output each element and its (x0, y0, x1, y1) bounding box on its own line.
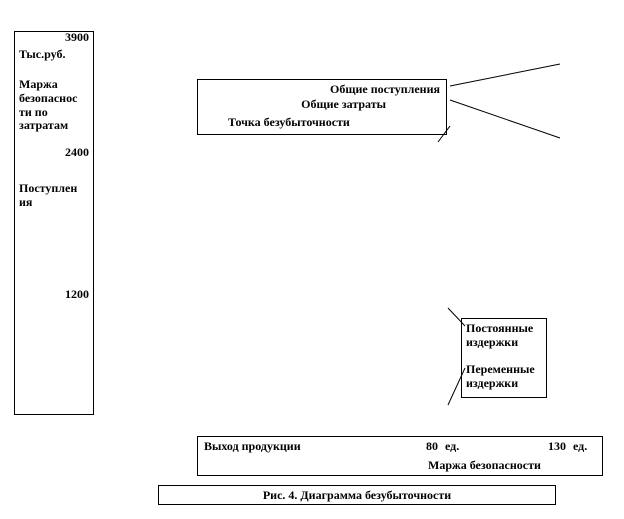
costs-box: Постоянные издержки Переменные издержки (461, 318, 547, 398)
legend-total-costs: Общие затраты (301, 98, 386, 112)
legend-total-revenue: Общие поступления (330, 83, 440, 97)
x-80: 80 (426, 440, 438, 454)
bottom-axis-box: Выход продукции 80 ед. 130 ед. Маржа без… (197, 436, 603, 476)
fixed-costs-label: Постоянные издержки (466, 322, 533, 350)
x-130: 130 (548, 440, 566, 454)
legend-break-even: Точка безубыточности (228, 116, 350, 130)
margin-safety-label: Маржа безопасности (428, 459, 541, 473)
conn-revenue (450, 64, 560, 86)
inflow-label: Поступлен ия (19, 182, 77, 210)
left-axis-box: 3900 Тыс.руб. Маржа безопаснос ти по зат… (14, 31, 94, 415)
val-2400: 2400 (65, 146, 89, 160)
x-80-unit: ед. (445, 440, 459, 454)
margin-cost-label: Маржа безопаснос ти по затратам (19, 78, 77, 133)
figure-caption: Рис. 4. Диаграмма безубыточности (158, 485, 556, 505)
variable-costs-label: Переменные издержки (466, 363, 535, 391)
output-label: Выход продукции (204, 440, 301, 454)
x-130-unit: ед. (573, 440, 587, 454)
unit-label: Тыс.руб. (19, 48, 65, 62)
val-1200: 1200 (65, 288, 89, 302)
val-3900: 3900 (65, 31, 89, 45)
conn-costs (450, 100, 560, 138)
legend-box: Общие поступления Общие затраты Точка бе… (197, 79, 447, 135)
diagram-canvas: 3900 Тыс.руб. Маржа безопаснос ти по зат… (0, 0, 624, 519)
